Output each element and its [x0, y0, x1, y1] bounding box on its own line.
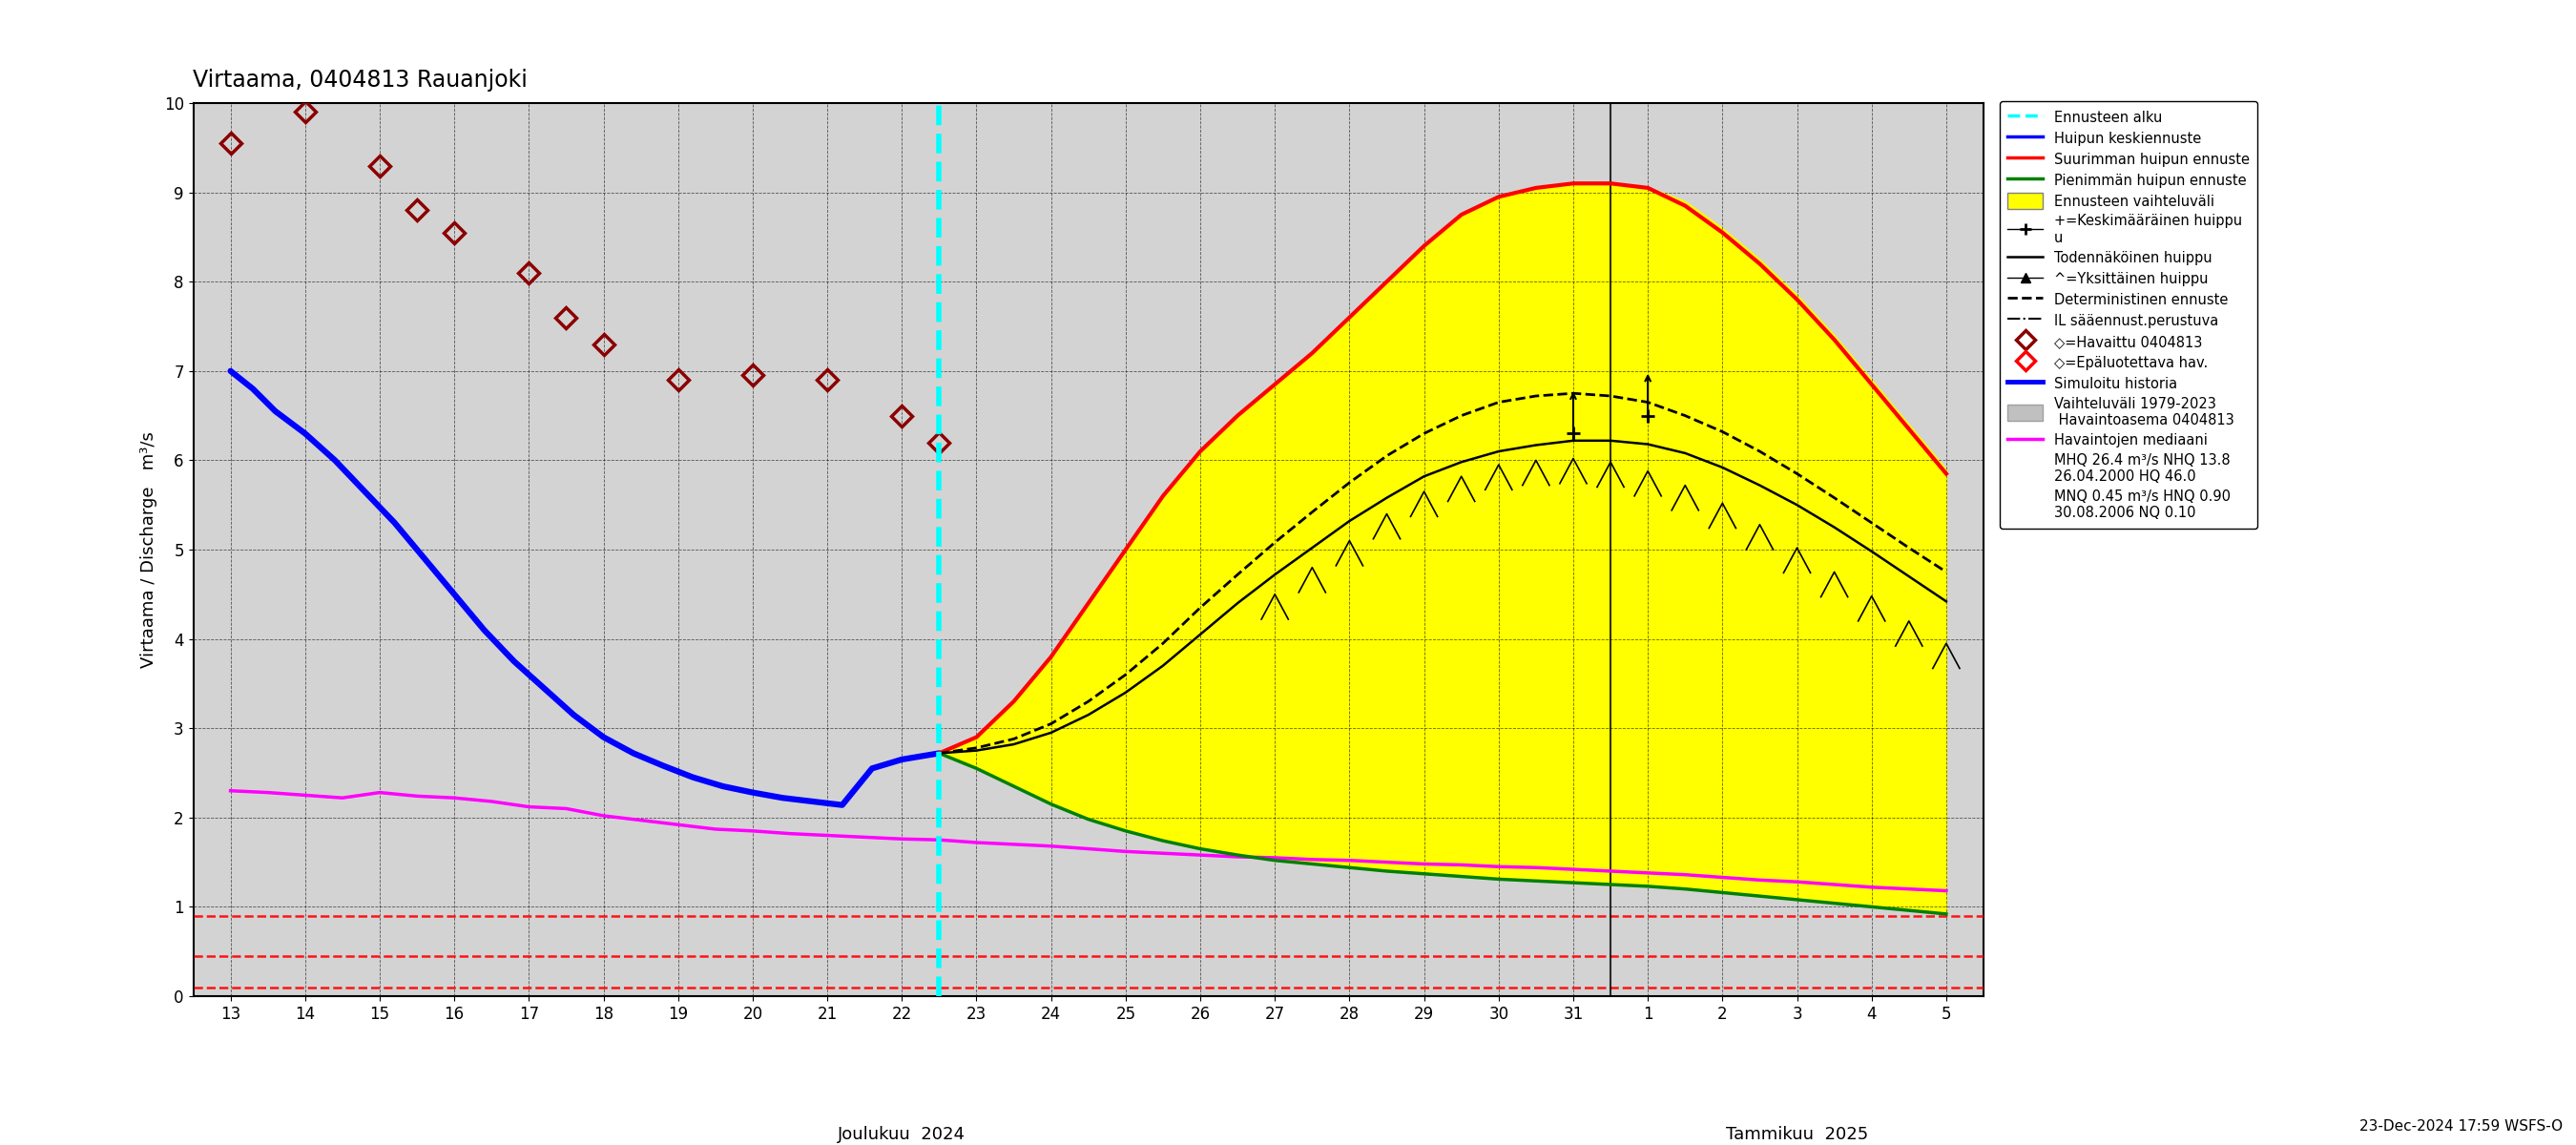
- Text: Joulukuu  2024: Joulukuu 2024: [837, 1126, 966, 1143]
- Text: Virtaama, 0404813 Rauanjoki: Virtaama, 0404813 Rauanjoki: [193, 69, 528, 92]
- Text: 23-Dec-2024 17:59 WSFS-O: 23-Dec-2024 17:59 WSFS-O: [2360, 1120, 2563, 1134]
- Legend: Ennusteen alku, Huipun keskiennuste, Suurimman huipun ennuste, Pienimmän huipun : Ennusteen alku, Huipun keskiennuste, Suu…: [1999, 101, 2257, 528]
- Text: Tammikuu  2025: Tammikuu 2025: [1726, 1126, 1868, 1143]
- Y-axis label: Virtaama / Discharge   m³/s: Virtaama / Discharge m³/s: [139, 432, 157, 668]
